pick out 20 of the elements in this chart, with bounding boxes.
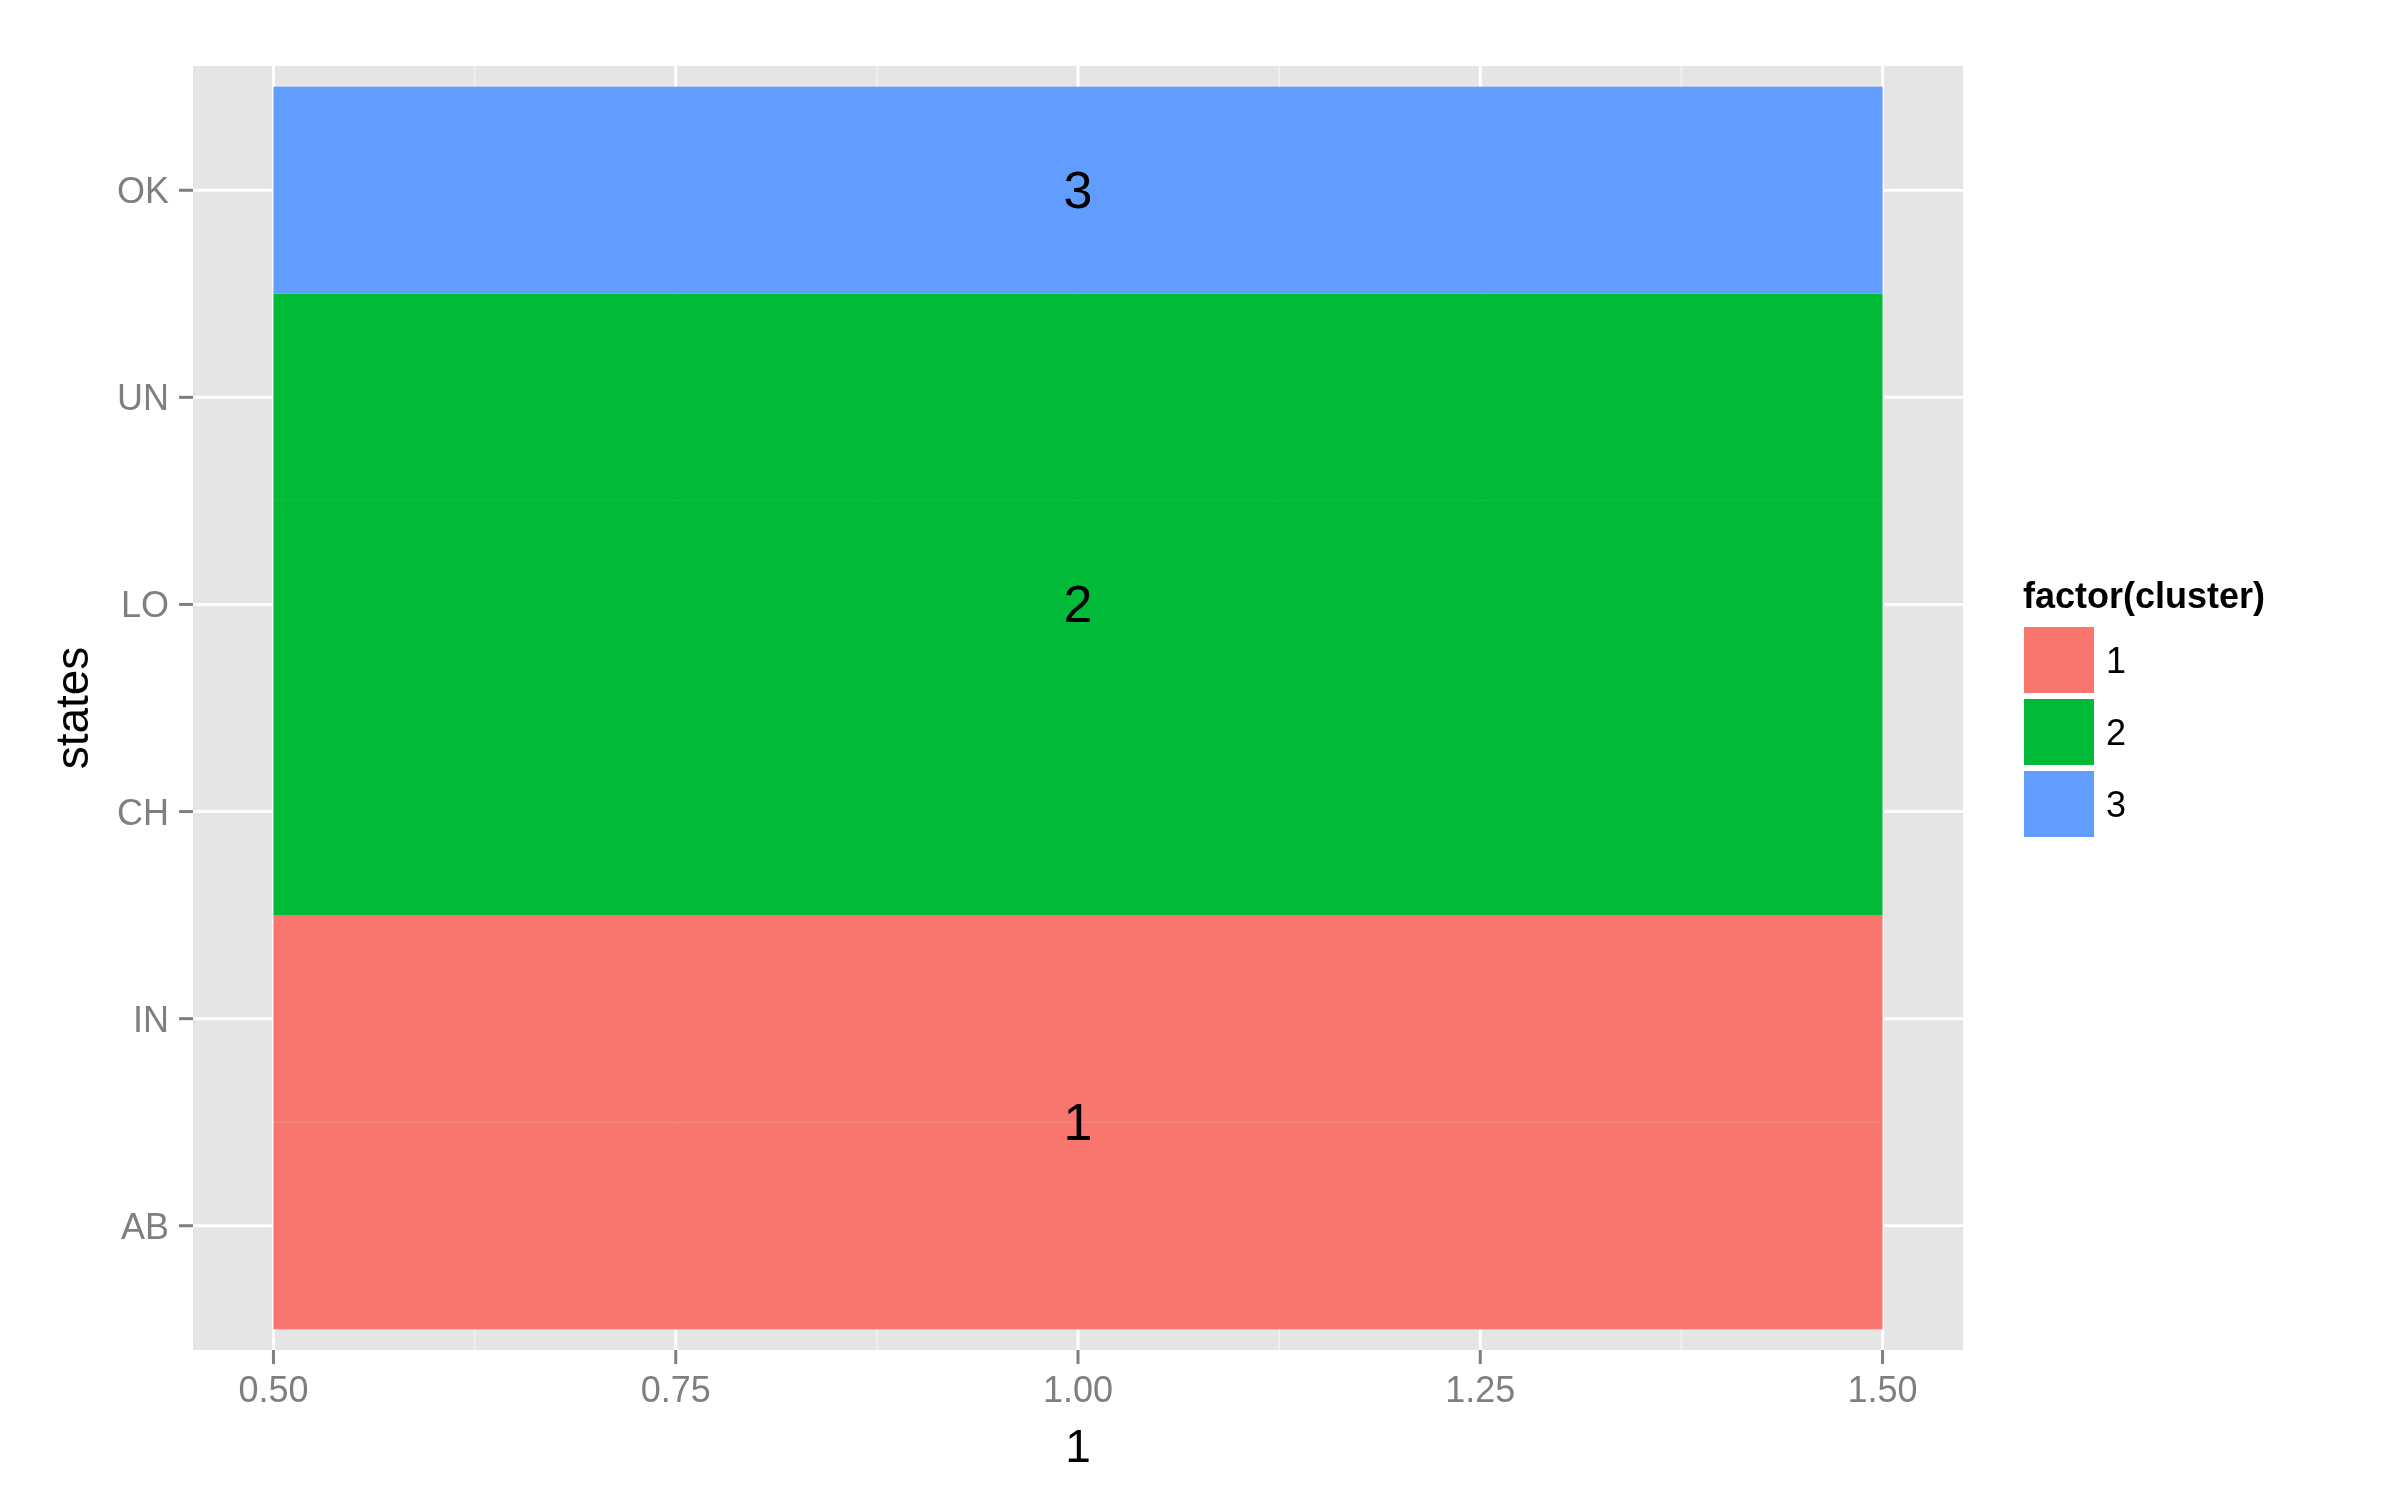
cluster-label: 1 (1063, 1093, 1093, 1152)
legend-label: 3 (2106, 784, 2127, 825)
x-tick-label: 1.00 (1042, 1369, 1114, 1410)
legend-label: 2 (2106, 712, 2127, 753)
y-axis-title: states (46, 646, 98, 770)
y-tick-label: LO (120, 584, 169, 626)
y-tick-label: OK (116, 170, 169, 212)
cluster-label: 2 (1063, 575, 1093, 634)
legend-label: 1 (2106, 640, 2127, 681)
y-tick-label: IN (133, 998, 169, 1040)
legend-title: factor(cluster) (2023, 575, 2266, 616)
y-tick-label: UN (117, 377, 169, 419)
x-tick-label: 0.50 (238, 1369, 309, 1410)
x-tick-label: 0.75 (640, 1369, 711, 1410)
cluster-label: 3 (1063, 161, 1093, 220)
x-tick-label: 1.50 (1847, 1369, 1918, 1410)
text: 1 (1065, 1420, 1091, 1472)
x-tick-label: 1.25 (1445, 1369, 1516, 1410)
y-tick-label: CH (117, 791, 169, 833)
y-tick-label: AB (120, 1205, 169, 1247)
